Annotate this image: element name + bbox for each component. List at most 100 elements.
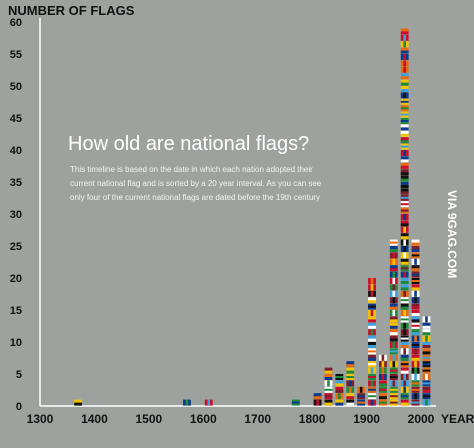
flag (313, 393, 322, 400)
flag (389, 322, 398, 329)
y-tick-label: 20 (10, 273, 22, 285)
flag (389, 342, 398, 348)
flag (411, 271, 420, 278)
flag (324, 386, 333, 393)
flag (368, 278, 376, 284)
flag (368, 310, 376, 316)
flag (389, 310, 398, 316)
flag (400, 348, 409, 355)
flag (389, 258, 398, 265)
flag (411, 393, 420, 400)
flag (400, 162, 409, 169)
flag (422, 393, 431, 400)
flag (400, 252, 409, 259)
flag (400, 47, 409, 54)
flag (411, 265, 420, 272)
flag (400, 316, 409, 323)
flag (400, 86, 409, 92)
flag (368, 322, 376, 329)
flag (422, 322, 431, 329)
flag (400, 265, 409, 272)
flag (400, 258, 409, 265)
flag (400, 98, 409, 105)
flag (400, 169, 409, 176)
flag (411, 290, 420, 297)
flag (400, 60, 409, 67)
flag (389, 265, 398, 272)
flag (400, 354, 409, 361)
flag (324, 393, 333, 400)
flag (422, 374, 431, 380)
flag (400, 329, 409, 336)
flag (400, 303, 409, 310)
x-tick-label: 2000 (408, 412, 435, 426)
x-tick-label: 1900 (353, 412, 380, 426)
flag (368, 335, 376, 342)
flag (346, 361, 355, 368)
flag (400, 182, 409, 188)
flag (335, 374, 344, 380)
flag (422, 348, 431, 355)
flag (411, 399, 420, 406)
flag (411, 303, 420, 310)
x-axis-label: YEAR (441, 412, 474, 426)
y-axis-label: NUMBER OF FLAGS (8, 3, 135, 18)
flag (400, 34, 409, 41)
flag (422, 367, 431, 374)
flag (389, 316, 398, 323)
flag (400, 374, 409, 380)
flag (346, 367, 355, 374)
flag (389, 361, 398, 368)
flag (335, 393, 344, 400)
flag (411, 354, 420, 361)
flag (357, 399, 366, 406)
flag (389, 239, 398, 246)
y-tick-label: 25 (10, 241, 22, 253)
axes (39, 18, 436, 407)
flag (389, 386, 398, 393)
flag-stacks (74, 28, 431, 406)
flag (400, 73, 409, 80)
flag (368, 367, 376, 374)
flag (378, 380, 387, 387)
flag (346, 393, 355, 400)
flag (400, 105, 409, 112)
flag (422, 335, 431, 342)
y-tick-label: 40 (10, 145, 22, 157)
description-line-3: only four of the current national flags … (70, 193, 320, 202)
watermark: VIA 9GAG.COM (445, 190, 459, 278)
y-tick-label: 60 (10, 17, 22, 29)
x-tick-label: 1600 (190, 412, 217, 426)
flag (335, 399, 344, 406)
flag (368, 348, 376, 355)
flag (357, 393, 366, 400)
flag (346, 374, 355, 380)
flag (389, 297, 398, 304)
flag (389, 380, 398, 387)
flag (378, 367, 387, 374)
flag (422, 316, 431, 323)
flag (368, 342, 376, 348)
flag (400, 137, 409, 144)
flag (291, 399, 300, 406)
flag (324, 399, 333, 406)
flag (389, 284, 398, 291)
flag (368, 380, 376, 387)
y-tick-label: 50 (10, 81, 22, 93)
flag (400, 188, 409, 195)
flag (411, 367, 420, 374)
flag (389, 246, 398, 252)
flag (368, 284, 376, 291)
flag (411, 329, 420, 336)
flag (378, 374, 387, 380)
flag (400, 220, 409, 227)
flag (411, 380, 420, 387)
flag (378, 354, 387, 361)
flag (411, 284, 420, 291)
y-tick-label: 10 (10, 337, 22, 349)
flag (400, 111, 409, 118)
flag (400, 118, 409, 124)
flag (389, 271, 398, 278)
flag (346, 386, 355, 393)
